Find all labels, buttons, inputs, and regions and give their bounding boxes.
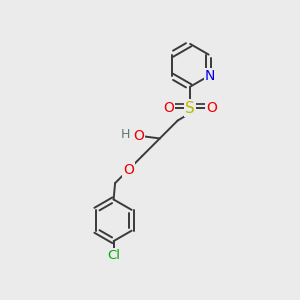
Text: H: H [121, 128, 130, 141]
Text: Cl: Cl [107, 249, 120, 262]
Text: N: N [205, 69, 215, 83]
Text: O: O [206, 101, 217, 115]
Text: S: S [185, 100, 195, 116]
Text: O: O [123, 163, 134, 177]
Text: O: O [134, 129, 144, 143]
Text: O: O [163, 101, 174, 115]
